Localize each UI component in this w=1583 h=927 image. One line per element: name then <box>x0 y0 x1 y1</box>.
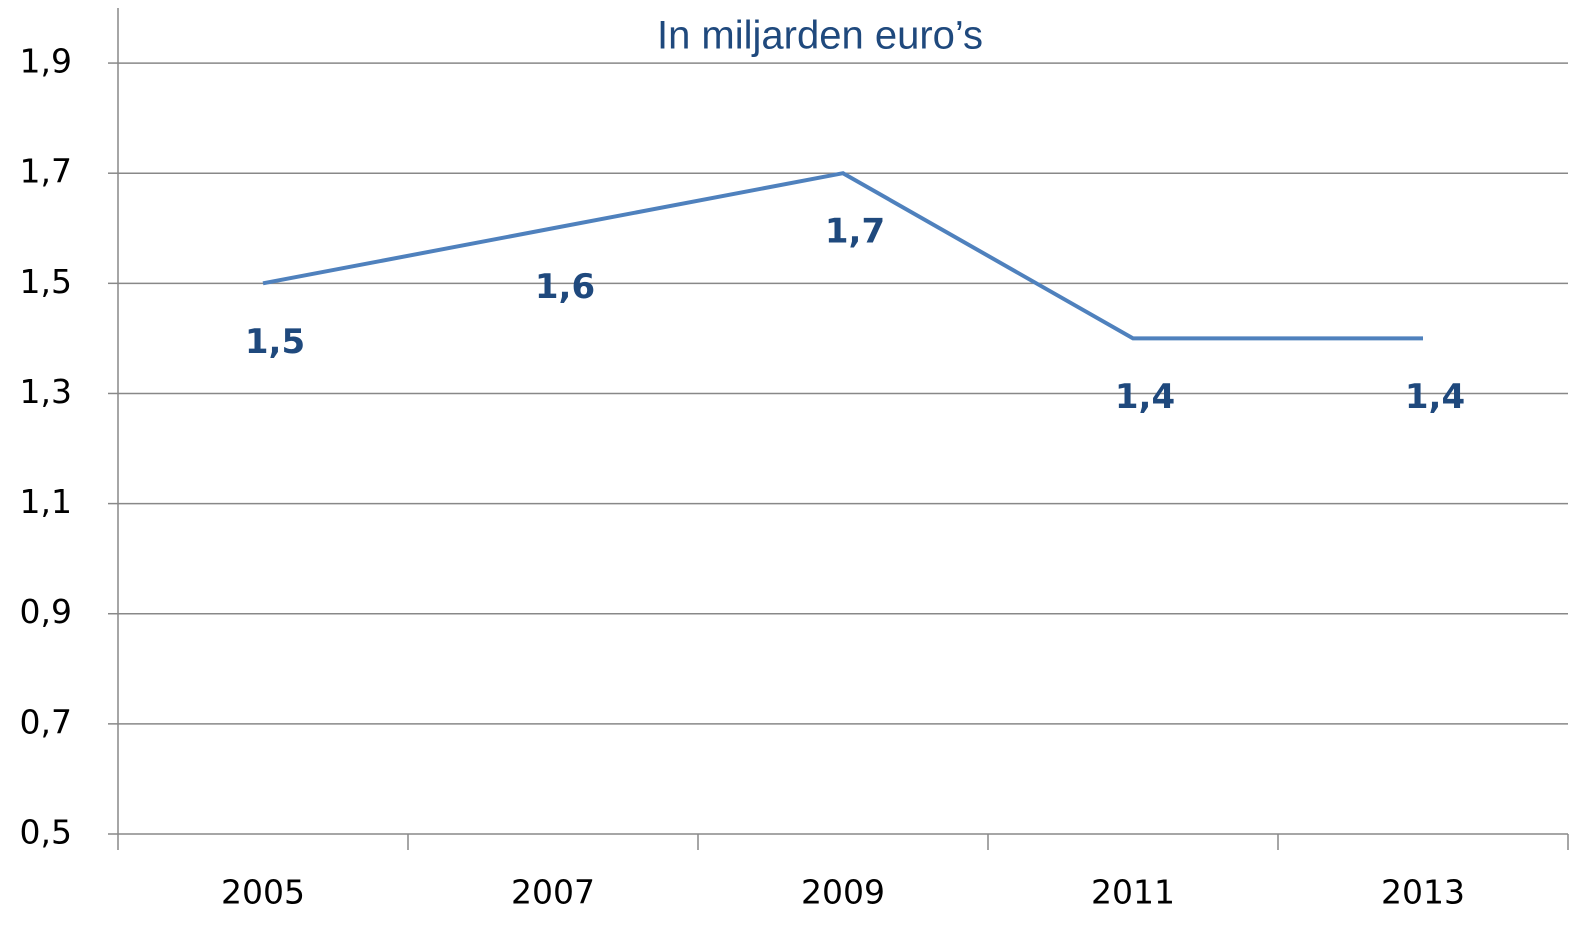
x-tick-label: 2009 <box>801 873 885 912</box>
x-tick-label: 2013 <box>1381 873 1465 912</box>
y-tick-label: 1,3 <box>20 372 72 411</box>
y-tick-label: 1,7 <box>20 152 72 191</box>
chart-title: In miljarden euro’s <box>657 14 983 58</box>
y-tick-label: 1,9 <box>20 42 72 81</box>
data-line <box>262 171 1423 341</box>
data-label: 1,6 <box>535 267 595 307</box>
y-tick-label: 0,5 <box>20 813 72 852</box>
y-tick-label: 1,1 <box>20 482 72 521</box>
data-label: 1,7 <box>825 212 885 252</box>
x-tick-label: 2007 <box>511 873 595 912</box>
y-tick-label: 1,5 <box>20 262 72 301</box>
data-label: 1,5 <box>245 322 305 362</box>
y-tick-label: 0,9 <box>20 592 72 631</box>
y-tick-label: 0,7 <box>20 702 72 741</box>
data-label: 1,4 <box>1405 377 1465 417</box>
x-tick-label: 2011 <box>1091 873 1175 912</box>
data-label: 1,4 <box>1115 377 1175 417</box>
x-tick-label: 2005 <box>221 873 305 912</box>
